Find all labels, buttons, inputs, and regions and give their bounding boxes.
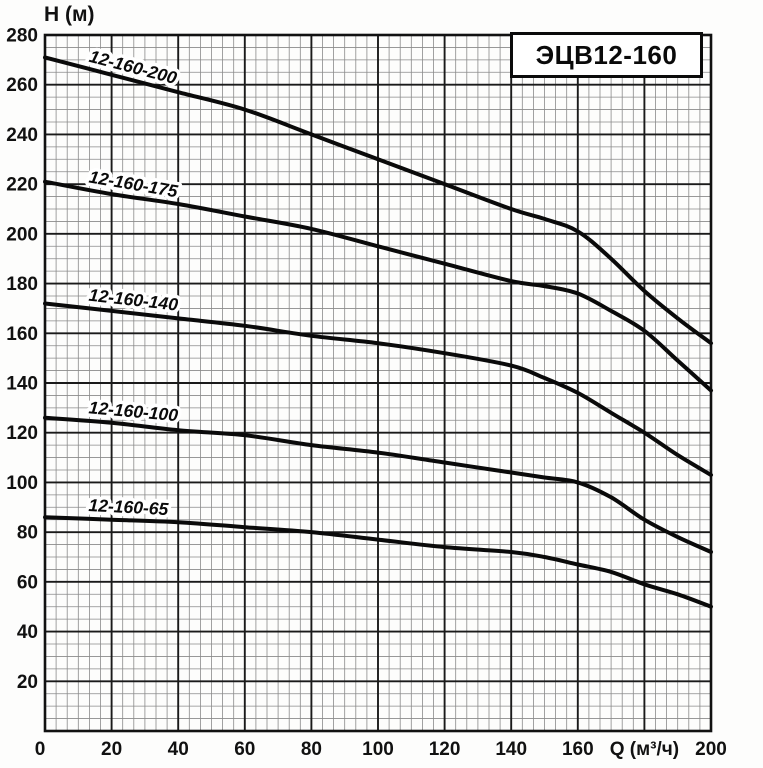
curve-label: 12-160-65: [88, 495, 169, 519]
y-tick-label: 160: [6, 324, 38, 345]
pump-curve-12-160-175: [43, 179, 713, 393]
x-tick-label: 60: [234, 739, 255, 760]
pump-curve-12-160-100: [43, 415, 713, 554]
plot-border: [43, 33, 713, 733]
y-tick-label: 240: [6, 125, 38, 146]
x-tick-label: 80: [301, 739, 322, 760]
x-tick-label: 160: [562, 739, 594, 760]
y-tick-label: 220: [6, 175, 38, 196]
y-tick-label: 280: [6, 26, 38, 47]
x-tick-label: 200: [695, 739, 727, 760]
x-tick-label: 0: [35, 739, 46, 760]
y-tick-label: 20: [17, 672, 38, 693]
pump-curve-12-160-140: [43, 301, 713, 477]
y-tick-label: 100: [6, 473, 38, 494]
y-axis-title: Н (м): [44, 3, 95, 26]
y-tick-label: 60: [17, 572, 38, 593]
y-tick-label: 260: [6, 75, 38, 96]
y-tick-label: 80: [17, 523, 38, 544]
x-tick-label: 140: [495, 739, 527, 760]
y-tick-label: 140: [6, 374, 38, 395]
pump-curve-12-160-65: [43, 515, 713, 609]
chart-title-box: ЭЦВ12-160: [510, 32, 703, 78]
y-tick-label: 200: [6, 224, 38, 245]
y-tick-label: 120: [6, 423, 38, 444]
x-tick-label: 40: [168, 739, 189, 760]
x-tick-label: 120: [429, 739, 461, 760]
x-tick-label: 20: [101, 739, 122, 760]
y-tick-label: 180: [6, 274, 38, 295]
y-tick-label: 40: [17, 622, 38, 643]
chart-title-text: ЭЦВ12-160: [535, 39, 678, 70]
x-tick-label: 100: [362, 739, 394, 760]
x-axis-title: Q (м³/ч): [610, 739, 679, 760]
pump-curve-12-160-200: [43, 55, 713, 346]
